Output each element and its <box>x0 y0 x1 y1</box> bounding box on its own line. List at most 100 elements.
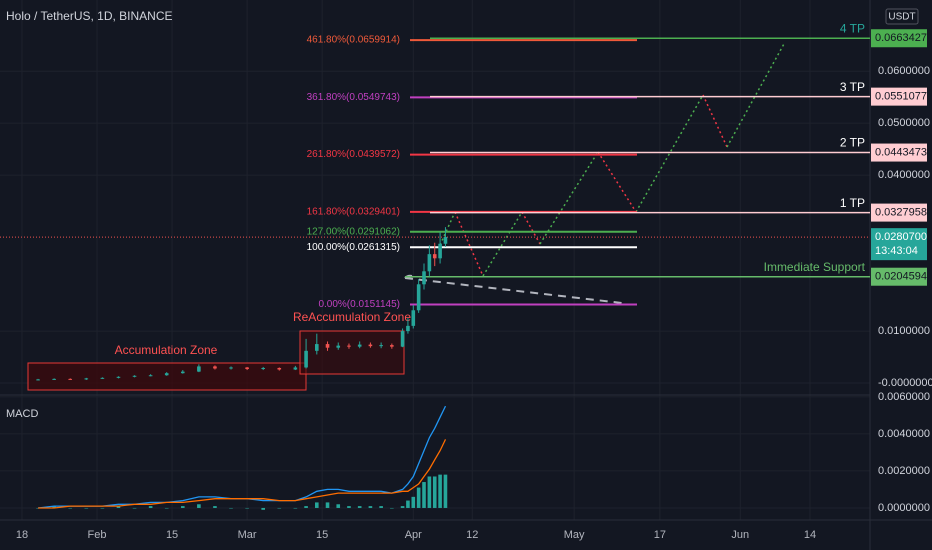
candle-body <box>84 378 89 380</box>
candle-body <box>68 378 73 380</box>
y-tick-label: -0.0000000 <box>878 377 932 389</box>
candle-body <box>406 325 410 332</box>
y-tick-label: 0.0400000 <box>878 169 930 181</box>
macd-histogram-bar <box>148 506 153 508</box>
x-tick-label: Jun <box>731 529 749 541</box>
candle-body <box>422 271 426 285</box>
fib-label: 361.80%(0.0549743) <box>307 92 400 103</box>
candle-body <box>261 367 265 370</box>
macd-histogram-bar <box>368 506 373 508</box>
x-tick-label: 18 <box>16 529 28 541</box>
fib-label: 161.80%(0.0329401) <box>307 206 400 217</box>
macd-histogram-bar <box>325 502 330 508</box>
target-name: 4 TP <box>840 21 865 35</box>
candle-body <box>336 345 341 348</box>
macd-histogram-bar <box>245 507 249 509</box>
target-name: 3 TP <box>840 80 865 94</box>
candle-body <box>277 367 282 370</box>
plot <box>0 37 870 510</box>
macd-histogram-bar <box>422 482 426 508</box>
macd-histogram-bar <box>432 476 437 508</box>
target-name: 2 TP <box>840 136 865 150</box>
candle-body <box>100 377 105 379</box>
y-tick-label: 0.0500000 <box>878 117 930 129</box>
macd-histogram-bar <box>390 507 394 509</box>
x-tick-label: Mar <box>238 529 257 541</box>
candle-body <box>116 376 121 378</box>
x-tick-label: May <box>564 529 585 541</box>
countdown: 13:43:04 <box>875 245 918 257</box>
price-label-box <box>871 87 927 106</box>
price-label-box <box>871 267 927 286</box>
macd-histogram-bar <box>411 496 416 508</box>
candle-body <box>411 310 416 326</box>
chart-title: Holo / TetherUS, 1D, BINANCE <box>6 9 173 23</box>
price-label: 0.0327958 <box>875 207 927 219</box>
y-tick-label: 0.0060000 <box>878 391 930 403</box>
candle-body <box>347 345 351 347</box>
macd-histogram-bar <box>406 500 410 508</box>
x-tick-label: Feb <box>88 529 107 541</box>
projection <box>439 41 786 277</box>
y-tick-label: 0.0020000 <box>878 465 930 477</box>
fib-label: 100.00%(0.0261315) <box>307 242 400 253</box>
price-label: 0.0663427 <box>875 32 927 44</box>
candle-body <box>293 367 298 370</box>
candle-body <box>213 366 217 369</box>
macd-histogram-bar <box>336 504 341 508</box>
macd-histogram-bar <box>100 507 105 509</box>
price-label: 0.0204594 <box>875 271 927 283</box>
macd-histogram-bar <box>116 506 121 508</box>
candle-body <box>132 375 137 377</box>
macd-histogram-bar <box>229 507 233 509</box>
macd-histogram-bar <box>293 507 298 509</box>
x-tick-label: Apr <box>405 529 422 541</box>
macd-histogram-bar <box>132 507 137 509</box>
current-price-box <box>871 228 927 261</box>
fib-label: 0.00%(0.0151145) <box>318 299 400 310</box>
macd-histogram-bar <box>213 506 217 508</box>
price-label: 0.0443473 <box>875 146 927 158</box>
candle-body <box>438 243 442 259</box>
candle-body <box>416 284 421 311</box>
candle-body <box>427 254 432 272</box>
target-name: Immediate Support <box>764 260 866 274</box>
candle-body <box>368 344 373 347</box>
target-name: 1 TP <box>840 196 865 210</box>
accumulation-box <box>27 362 307 391</box>
candle-body <box>400 331 405 347</box>
x-tick-label: 15 <box>316 529 328 541</box>
price-label-box <box>871 143 927 162</box>
macd-histogram-bar <box>400 506 405 508</box>
fib-label: 127.00%(0.0291062) <box>307 226 400 237</box>
y-tick-label: 0.0100000 <box>878 325 930 337</box>
annotation: Accumulation Zone <box>115 343 218 357</box>
y-tick-label: 0.0040000 <box>878 428 930 440</box>
trend-line <box>404 277 623 304</box>
x-tick-label: 14 <box>804 529 816 541</box>
currency: USDT <box>888 12 915 23</box>
candle-body <box>148 375 153 377</box>
candle-body <box>52 378 56 380</box>
macd-histogram-bar <box>180 506 185 508</box>
candle-body <box>164 373 169 376</box>
macd-histogram-bar <box>357 506 362 508</box>
fib-label: 261.80%(0.0439572) <box>307 149 400 160</box>
macd-title: MACD <box>6 408 38 420</box>
macd-histogram-bar <box>164 507 169 509</box>
price-label-box <box>871 203 927 222</box>
macd-histogram-bar <box>315 502 319 508</box>
macd-histogram-bar <box>443 474 448 508</box>
candle-body <box>180 371 185 374</box>
x-tick-label: 17 <box>654 529 666 541</box>
candle-body <box>315 344 319 351</box>
macd-histogram-bar <box>347 506 351 508</box>
macd-histogram-bar <box>36 507 40 509</box>
candle-body <box>245 367 249 370</box>
candle-body <box>304 350 308 368</box>
candle-body <box>443 237 448 244</box>
macd-histogram-bar <box>304 506 308 508</box>
macd-histogram-bar <box>52 506 56 508</box>
candle-body <box>432 254 437 259</box>
